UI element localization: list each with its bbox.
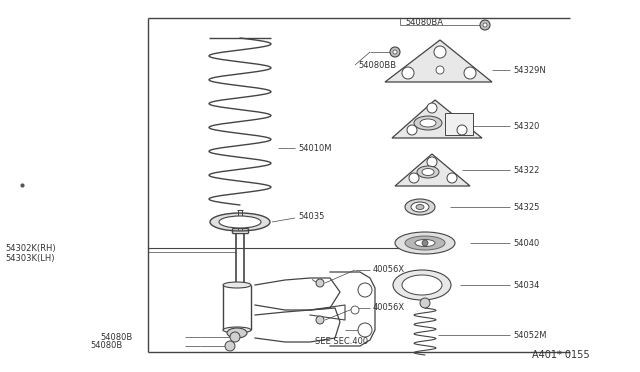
Ellipse shape bbox=[416, 205, 424, 209]
Circle shape bbox=[464, 67, 476, 79]
Circle shape bbox=[393, 50, 397, 54]
Circle shape bbox=[316, 316, 324, 324]
Text: 54080B: 54080B bbox=[90, 341, 122, 350]
Text: 54035: 54035 bbox=[298, 212, 324, 221]
Text: 40056X: 40056X bbox=[373, 304, 405, 312]
Polygon shape bbox=[385, 40, 492, 82]
Text: SEE SEC.400: SEE SEC.400 bbox=[315, 337, 368, 346]
Circle shape bbox=[447, 173, 457, 183]
Text: 54320: 54320 bbox=[513, 122, 540, 131]
Text: 54322: 54322 bbox=[513, 166, 540, 174]
Ellipse shape bbox=[393, 270, 451, 300]
Circle shape bbox=[402, 67, 414, 79]
Circle shape bbox=[457, 125, 467, 135]
Ellipse shape bbox=[417, 166, 439, 178]
Text: 54303K(LH): 54303K(LH) bbox=[5, 253, 54, 263]
Ellipse shape bbox=[422, 169, 434, 176]
Circle shape bbox=[420, 298, 430, 308]
Circle shape bbox=[480, 20, 490, 30]
Ellipse shape bbox=[411, 202, 429, 212]
Circle shape bbox=[358, 283, 372, 297]
Ellipse shape bbox=[405, 236, 445, 250]
Ellipse shape bbox=[223, 327, 251, 333]
Text: A401* 0155: A401* 0155 bbox=[532, 350, 590, 360]
Circle shape bbox=[427, 103, 437, 113]
Ellipse shape bbox=[402, 275, 442, 295]
Text: 54080B: 54080B bbox=[100, 333, 132, 341]
Circle shape bbox=[351, 306, 359, 314]
Ellipse shape bbox=[420, 119, 436, 127]
Text: 54034: 54034 bbox=[513, 280, 540, 289]
Circle shape bbox=[436, 66, 444, 74]
Circle shape bbox=[316, 279, 324, 287]
Ellipse shape bbox=[395, 232, 455, 254]
Circle shape bbox=[422, 240, 428, 246]
Circle shape bbox=[409, 173, 419, 183]
Circle shape bbox=[483, 23, 487, 27]
Text: 54080BA: 54080BA bbox=[405, 17, 443, 26]
Circle shape bbox=[358, 323, 372, 337]
Text: 54010M: 54010M bbox=[298, 144, 332, 153]
Text: 54325: 54325 bbox=[513, 202, 540, 212]
Circle shape bbox=[230, 332, 240, 342]
Ellipse shape bbox=[405, 199, 435, 215]
Ellipse shape bbox=[414, 116, 442, 130]
Circle shape bbox=[427, 157, 437, 167]
Text: 54080BB: 54080BB bbox=[358, 61, 396, 70]
Polygon shape bbox=[395, 154, 470, 186]
FancyBboxPatch shape bbox=[445, 113, 473, 135]
Text: 54302K(RH): 54302K(RH) bbox=[5, 244, 56, 253]
Circle shape bbox=[407, 125, 417, 135]
Ellipse shape bbox=[415, 240, 435, 247]
Ellipse shape bbox=[219, 216, 261, 228]
Text: 54040: 54040 bbox=[513, 238, 540, 247]
Ellipse shape bbox=[223, 282, 251, 288]
Circle shape bbox=[390, 47, 400, 57]
Text: 54052M: 54052M bbox=[513, 330, 547, 340]
Text: 54329N: 54329N bbox=[513, 65, 546, 74]
Ellipse shape bbox=[210, 213, 270, 231]
Circle shape bbox=[434, 46, 446, 58]
Polygon shape bbox=[392, 100, 482, 138]
Ellipse shape bbox=[227, 328, 247, 338]
Text: 40056X: 40056X bbox=[373, 266, 405, 275]
Circle shape bbox=[225, 341, 235, 351]
